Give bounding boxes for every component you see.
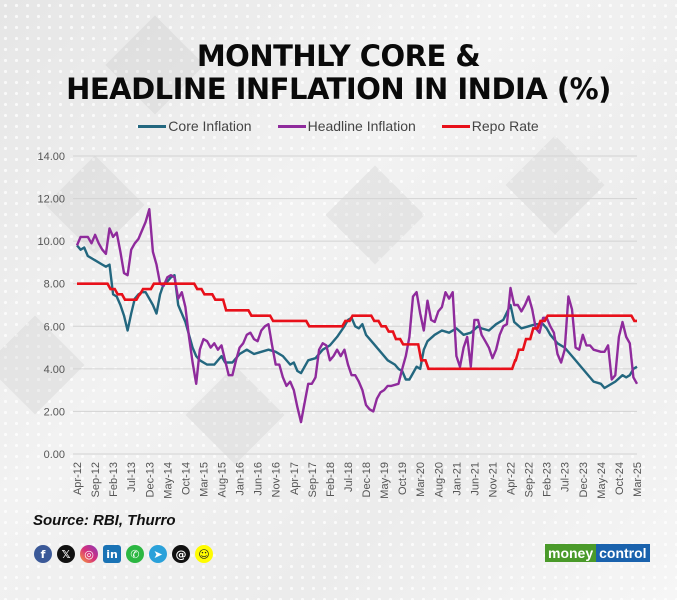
x-tick-label: Dec-23 xyxy=(578,462,590,497)
x-tick-label: Apr-22 xyxy=(506,462,518,495)
y-tick-label: 6.00 xyxy=(44,321,65,333)
linkedin-icon[interactable]: in xyxy=(103,545,121,563)
legend-swatch-core xyxy=(138,124,167,128)
whatsapp-icon[interactable]: ✆ xyxy=(126,545,144,563)
x-tick-label: Nov-16 xyxy=(271,462,283,497)
legend-label-repo: Repo Rate xyxy=(471,118,539,134)
legend-swatch-repo xyxy=(441,124,470,128)
threads-icon[interactable]: @ xyxy=(172,545,190,563)
x-tick-label: Jun-21 xyxy=(469,462,481,496)
source-note: Source: RBI, Thurro xyxy=(33,512,176,529)
x-tick-label: Apr-17 xyxy=(289,462,301,495)
series-line-headline-inflation xyxy=(75,207,639,424)
x-icon[interactable]: 𝕏 xyxy=(57,545,75,563)
y-tick-label: 12.00 xyxy=(37,194,65,206)
legend: Core Inflation Headline Inflation Repo R… xyxy=(0,118,677,134)
moneycontrol-logo: money control xyxy=(545,544,650,562)
x-tick-label: Mar-20 xyxy=(415,462,427,497)
x-tick-label: Jan-21 xyxy=(451,462,463,496)
x-tick-label: Sep-17 xyxy=(307,462,319,497)
x-tick-label: Oct-24 xyxy=(614,462,626,495)
legend-item-core: Core Inflation xyxy=(138,118,252,134)
x-tick-label: Jul-13 xyxy=(126,462,138,492)
x-tick-label: Dec-13 xyxy=(144,462,156,497)
x-tick-label: Aug-15 xyxy=(217,462,229,497)
x-tick-label: Nov-21 xyxy=(487,462,499,497)
title-line-2: HEADLINE INFLATION IN INDIA (%) xyxy=(66,72,611,106)
x-tick-label: Feb-23 xyxy=(542,462,554,497)
y-tick-label: 0.00 xyxy=(44,449,65,461)
x-tick-label: Aug-20 xyxy=(433,462,445,497)
x-tick-label: Sep-12 xyxy=(90,462,102,497)
legend-item-headline: Headline Inflation xyxy=(277,118,416,134)
x-tick-label: Jul-23 xyxy=(560,462,572,492)
legend-item-repo: Repo Rate xyxy=(441,118,539,134)
x-tick-label: May-24 xyxy=(596,462,608,499)
snapchat-icon[interactable]: ☺ xyxy=(195,545,213,563)
x-tick-label: Oct-19 xyxy=(397,462,409,495)
x-tick-label: Apr-12 xyxy=(72,462,84,495)
x-tick-label: May-19 xyxy=(379,462,391,499)
telegram-icon[interactable]: ➤ xyxy=(149,545,167,563)
y-tick-label: 8.00 xyxy=(44,279,65,291)
logo-part-control: control xyxy=(596,544,650,562)
y-tick-label: 4.00 xyxy=(44,364,65,376)
legend-label-core: Core Inflation xyxy=(168,118,252,134)
y-tick-label: 10.00 xyxy=(37,236,65,248)
y-tick-label: 14.00 xyxy=(37,151,65,163)
x-tick-label: Feb-13 xyxy=(108,462,120,497)
x-tick-label: Feb-18 xyxy=(325,462,337,497)
title-line-1: MONTHLY CORE & xyxy=(196,39,481,73)
x-tick-label: Dec-18 xyxy=(361,462,373,497)
legend-label-headline: Headline Inflation xyxy=(307,118,416,134)
x-tick-label: Jan-16 xyxy=(235,462,247,496)
legend-swatch-headline xyxy=(277,124,306,128)
x-tick-label: May-14 xyxy=(162,462,174,499)
x-tick-label: Mar-25 xyxy=(632,462,644,497)
instagram-icon[interactable]: ◎ xyxy=(80,545,98,563)
logo-part-money: money xyxy=(545,544,597,562)
facebook-icon[interactable]: f xyxy=(34,545,52,563)
series-line-core-inflation xyxy=(76,244,638,390)
series-line-repo-rate xyxy=(77,282,637,371)
y-tick-label: 2.00 xyxy=(44,406,65,418)
x-tick-label: Mar-15 xyxy=(198,462,210,497)
x-tick-label: Jun-16 xyxy=(253,462,265,496)
x-tick-label: Sep-22 xyxy=(524,462,536,497)
x-tick-label: Oct-14 xyxy=(180,462,192,495)
x-tick-label: Jul-18 xyxy=(343,462,355,492)
social-icons: f 𝕏 ◎ in ✆ ➤ @ ☺ xyxy=(34,545,213,563)
